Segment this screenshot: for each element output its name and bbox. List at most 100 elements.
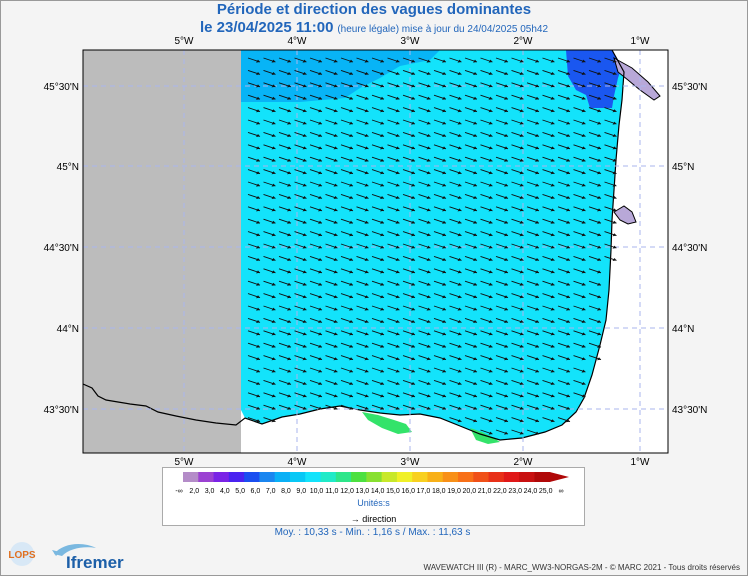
direction-arrow: [294, 305, 307, 311]
direction-arrow: [309, 317, 323, 323]
direction-arrow: [325, 342, 338, 348]
direction-arrow: [294, 280, 307, 286]
direction-arrow: [309, 404, 323, 410]
direction-arrow: [356, 280, 369, 286]
direction-arrow-icon: →: [350, 514, 360, 524]
direction-arrow: [371, 231, 385, 237]
arcachon-basin: [613, 205, 637, 225]
direction-arrow: [511, 268, 524, 274]
direction-arrow: [278, 268, 292, 274]
direction-arrow: [464, 107, 478, 113]
direction-arrow: [325, 107, 338, 113]
direction-arrow: [247, 131, 261, 137]
lat-label-left: 45°N: [57, 162, 79, 173]
direction-arrow: [340, 107, 354, 113]
direction-arrow: [542, 293, 555, 299]
direction-arrow: [325, 355, 338, 361]
direction-arrow: [294, 206, 307, 212]
lon-label-top: 4°W: [288, 36, 308, 47]
direction-arrow: [371, 144, 385, 150]
direction-arrow: [418, 404, 431, 410]
direction-arrow: [526, 367, 540, 373]
direction-arrow: [356, 293, 369, 299]
direction-arrow: [573, 392, 586, 398]
direction-arrow: [464, 293, 478, 299]
direction-arrow: [588, 144, 602, 150]
map-title: Période et direction des vagues dominant…: [216, 1, 532, 18]
legend-swatch: [335, 472, 352, 482]
direction-arrow: [557, 193, 571, 199]
direction-arrow: [309, 268, 323, 274]
direction-arrow: [371, 392, 385, 398]
direction-arrow: [309, 305, 323, 311]
direction-arrow: [402, 280, 416, 286]
direction-arrow: [247, 94, 261, 100]
direction-arrow: [309, 193, 323, 199]
direction-arrow: [433, 342, 447, 348]
direction-arrow: [263, 255, 276, 261]
direction-arrow: [449, 206, 462, 212]
direction-arrow: [557, 243, 571, 249]
direction-arrow: [340, 119, 354, 125]
direction-arrow: [511, 330, 524, 336]
direction-arrow: [495, 293, 509, 299]
direction-arrow: [480, 367, 493, 373]
direction-arrow: [557, 107, 571, 113]
direction-arrow: [247, 181, 261, 187]
direction-arrow: [263, 119, 276, 125]
legend-tick-label: 18,0: [432, 488, 446, 495]
direction-arrow: [573, 268, 586, 274]
legend-tick-label: 13,0: [356, 488, 370, 495]
direction-arrow: [526, 429, 540, 435]
direction-arrow: [340, 57, 354, 63]
direction-arrow: [495, 94, 509, 100]
direction-arrow: [573, 355, 586, 361]
direction-arrow: [387, 379, 400, 385]
lon-labels-top: 5°W 4°W 3°W 2°W 1°W: [175, 36, 651, 47]
direction-arrow: [557, 255, 571, 261]
legend-swatch: [458, 472, 474, 482]
direction-arrow: [278, 218, 292, 224]
direction-arrow: [588, 193, 602, 199]
direction-arrow: [309, 392, 323, 398]
direction-arrow: [263, 243, 276, 249]
direction-arrow: [604, 57, 617, 63]
direction-arrow: [278, 107, 292, 113]
direction-arrow: [278, 144, 292, 150]
direction-arrow: [588, 82, 602, 88]
direction-arrow: [573, 193, 586, 199]
plot-border: [82, 49, 669, 454]
direction-arrow: [495, 379, 509, 385]
lat-label-right: 44°N: [672, 324, 694, 335]
direction-arrow: [542, 255, 555, 261]
direction-arrow: [418, 119, 431, 125]
direction-arrow: [433, 144, 447, 150]
direction-arrow: [294, 404, 307, 410]
legend-swatch: [519, 472, 535, 482]
direction-arrow: [387, 268, 400, 274]
update-note: (heure légale) mise à jour du 24/04/2025…: [337, 24, 549, 35]
direction-arrow: [526, 305, 540, 311]
lat-labels-right: 45°30'N 45°N 44°30'N 44°N 43°30'N: [672, 82, 707, 416]
direction-arrow: [402, 231, 416, 237]
direction-arrow: [247, 305, 261, 311]
direction-arrow: [433, 367, 447, 373]
direction-arrow: [247, 218, 261, 224]
direction-arrow: [340, 218, 354, 224]
direction-arrow: [387, 342, 400, 348]
lon-label-bottom: 1°W: [631, 457, 651, 468]
direction-arrow: [340, 305, 354, 311]
direction-arrow: [464, 317, 478, 323]
direction-arrow: [309, 69, 323, 75]
direction-arrow: [433, 57, 447, 63]
direction-arrow: [542, 305, 555, 311]
direction-arrow: [402, 379, 416, 385]
direction-arrow: [263, 69, 276, 75]
direction-arrow: [588, 231, 602, 237]
svg-text:LOPS: LOPS: [8, 550, 36, 561]
direction-arrow: [511, 218, 524, 224]
direction-arrow: [325, 94, 338, 100]
direction-arrow: [433, 243, 447, 249]
direction-arrow: [340, 156, 354, 162]
lon-label-top: 5°W: [175, 36, 195, 47]
